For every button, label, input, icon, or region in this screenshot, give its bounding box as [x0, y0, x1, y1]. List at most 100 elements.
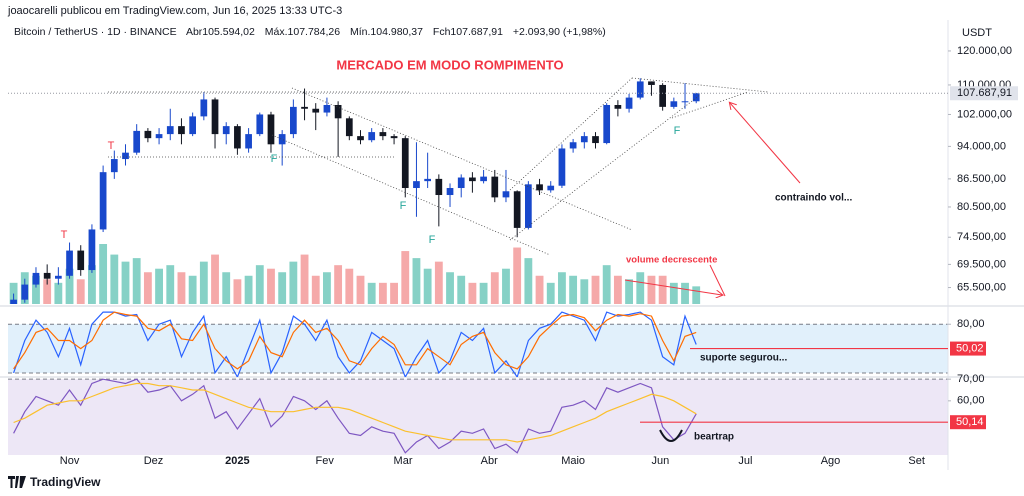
- candle-body: [558, 148, 566, 186]
- volume-bar: [378, 282, 387, 304]
- volume-bar: [524, 258, 533, 304]
- volume-bar: [65, 268, 74, 304]
- volume-bar: [132, 258, 141, 304]
- candle-body: [66, 250, 73, 276]
- indicator-line: [13, 311, 697, 377]
- candle-body: [368, 132, 376, 141]
- y-tick-label: 94.000,00: [957, 140, 1006, 152]
- candle-body: [379, 132, 387, 137]
- candle-body: [77, 250, 85, 271]
- candle-body: [32, 272, 40, 285]
- candle-body: [525, 184, 532, 228]
- candle-body: [390, 136, 398, 139]
- candle-body: [43, 272, 51, 279]
- bottom-marker: F: [400, 200, 407, 212]
- candle-body: [692, 93, 700, 102]
- footer-brand: TradingView: [30, 475, 101, 489]
- x-tick-label: Jul: [738, 455, 752, 467]
- candle-body: [424, 178, 431, 182]
- candle-body: [278, 134, 286, 145]
- x-tick-label: Maio: [561, 455, 585, 467]
- y-tick-label: 120.000,00: [957, 45, 1012, 57]
- candle-body: [222, 126, 230, 135]
- publisher-line: joaocarelli publicou em TradingView.com,…: [8, 5, 343, 17]
- candle-body: [681, 101, 689, 103]
- candle-body: [155, 134, 163, 139]
- level-label: 50,14: [956, 416, 984, 428]
- level-tag: [950, 341, 986, 356]
- headline: MERCADO EM MODO ROMPIMENTO: [336, 57, 563, 72]
- candle-body: [536, 184, 543, 191]
- volume-bar: [636, 272, 645, 304]
- bottom-marker: F: [271, 153, 278, 165]
- symbol: Bitcoin / TetherUS · 1D · BINANCE: [14, 26, 177, 38]
- candle-body: [469, 177, 476, 182]
- volume-bar: [177, 272, 186, 304]
- candle-body: [99, 172, 107, 230]
- y-tick-label: 60,00: [957, 395, 985, 407]
- candles: [9, 78, 701, 304]
- volume-bar: [233, 279, 242, 304]
- x-tick-label: 2025: [225, 455, 249, 467]
- volume-bar: [255, 265, 264, 304]
- candle-body: [513, 191, 521, 228]
- x-tick-label: Mar: [394, 455, 413, 467]
- volume-bar: [490, 272, 499, 304]
- candle-body: [234, 126, 241, 149]
- candle-body: [323, 104, 331, 113]
- ohlc-high: Máx.107.784,26: [264, 26, 341, 38]
- candle-body: [636, 81, 644, 98]
- candle-body: [122, 152, 129, 160]
- candle-body: [345, 118, 353, 137]
- candle-body: [189, 116, 196, 135]
- volume-bar: [558, 272, 566, 304]
- top-marker: T: [61, 229, 68, 241]
- ohlc-change: +2.093,90 (+1,98%): [512, 26, 606, 38]
- bottom-marker: F: [429, 234, 436, 246]
- candle-body: [166, 126, 174, 135]
- volume-bar: [658, 275, 667, 304]
- trendlines: [108, 77, 769, 256]
- volume-bar: [155, 268, 163, 304]
- beartrap-note: beartrap: [694, 432, 734, 443]
- candle-body: [110, 159, 118, 173]
- candle-body: [547, 185, 555, 191]
- volume-bar: [345, 268, 354, 304]
- volume-bar: [602, 265, 611, 304]
- y-tick-label: 102.000,00: [957, 108, 1012, 120]
- volume-bar: [423, 268, 432, 304]
- candle-body: [603, 104, 611, 144]
- candle-body: [245, 134, 252, 149]
- volume-bar: [457, 275, 466, 304]
- candle-body: [502, 191, 510, 198]
- volume-bar: [434, 261, 443, 304]
- volume-bar: [88, 265, 96, 304]
- volume-note: volume decrescente: [626, 255, 717, 266]
- volume-bar: [211, 254, 219, 304]
- volume-bar: [390, 282, 398, 304]
- volume-bar: [446, 272, 454, 304]
- volume-bar: [300, 254, 309, 304]
- volume-arrow: [624, 279, 722, 295]
- contraction-note: contraindo vol...: [775, 193, 852, 204]
- volume-bar: [401, 251, 410, 304]
- volume-bar: [535, 275, 544, 304]
- candle-body: [401, 138, 409, 189]
- candle-body: [569, 142, 577, 149]
- volume-bar: [188, 275, 197, 304]
- y-axis-label: USDT: [962, 27, 992, 39]
- candle-body: [457, 177, 465, 189]
- volume-bar: [110, 254, 119, 304]
- candle-body: [144, 130, 152, 139]
- x-tick-label: Ago: [821, 455, 841, 467]
- candle-body: [614, 104, 622, 109]
- volume-bar: [99, 244, 108, 304]
- contraction-arrow: [730, 103, 801, 184]
- candle-body: [580, 136, 588, 143]
- indicator-lines: [13, 378, 697, 454]
- volume-bar: [244, 275, 253, 304]
- volume-bar: [289, 261, 298, 304]
- volume-bar: [502, 268, 510, 304]
